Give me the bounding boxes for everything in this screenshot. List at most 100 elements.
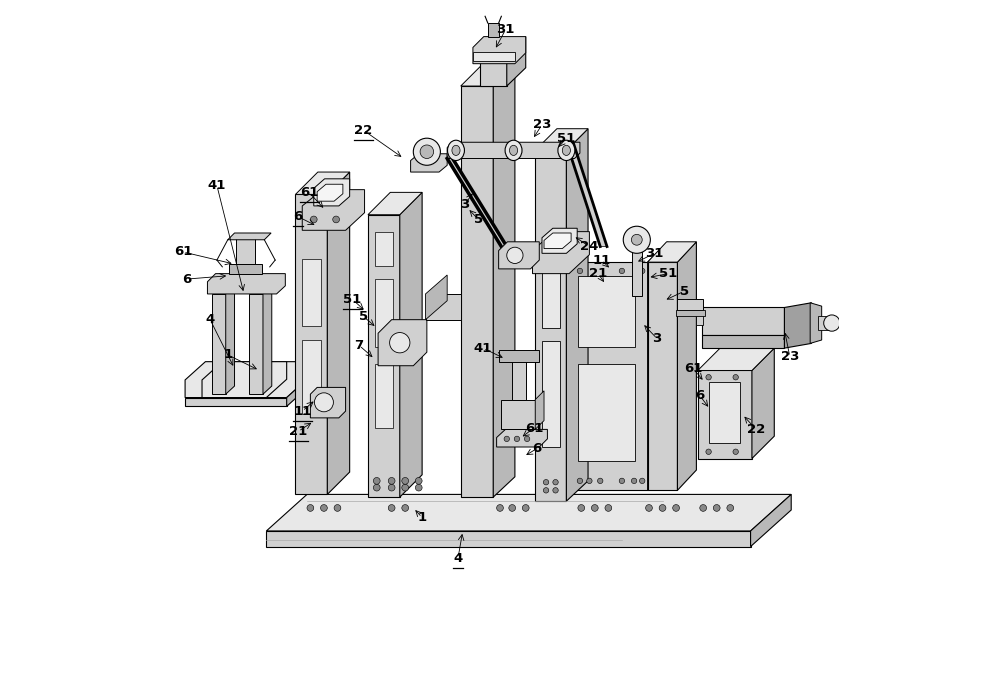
Polygon shape [512,359,526,400]
Ellipse shape [505,140,522,160]
Text: 23: 23 [533,118,551,131]
Circle shape [262,385,270,393]
Circle shape [640,268,645,273]
Polygon shape [702,307,784,335]
Polygon shape [426,275,447,320]
Polygon shape [542,257,560,328]
Ellipse shape [452,146,460,156]
Circle shape [373,484,380,491]
Text: 6: 6 [294,210,303,223]
Circle shape [522,505,529,511]
Text: 51: 51 [659,267,677,280]
Polygon shape [229,264,262,273]
Polygon shape [566,129,588,501]
Circle shape [587,478,592,483]
Polygon shape [236,239,255,264]
Text: 4: 4 [453,551,463,564]
Polygon shape [228,233,271,240]
Polygon shape [648,242,668,490]
Polygon shape [648,262,677,490]
Circle shape [388,477,395,484]
Ellipse shape [448,140,464,160]
Circle shape [605,505,612,511]
Circle shape [578,505,585,511]
Polygon shape [368,192,422,215]
Polygon shape [327,172,350,494]
Polygon shape [226,286,235,394]
Polygon shape [751,494,791,547]
Circle shape [413,138,440,165]
Circle shape [314,393,333,412]
Circle shape [713,505,720,511]
Circle shape [497,505,503,511]
Polygon shape [473,52,515,61]
Polygon shape [493,64,515,497]
Polygon shape [411,154,447,172]
Circle shape [727,505,734,511]
Polygon shape [566,262,648,490]
Circle shape [733,375,738,380]
Polygon shape [287,379,307,407]
Circle shape [623,226,650,254]
Text: 61: 61 [174,245,192,258]
Polygon shape [698,371,752,458]
Circle shape [420,145,434,158]
Circle shape [619,268,625,273]
Circle shape [706,449,711,454]
Text: 51: 51 [343,293,361,306]
Text: 6: 6 [695,389,704,402]
Polygon shape [375,364,393,428]
Polygon shape [676,309,705,316]
Circle shape [824,315,840,331]
Text: 61: 61 [684,362,702,375]
Polygon shape [677,299,703,309]
Polygon shape [818,316,832,330]
Circle shape [514,436,520,441]
Polygon shape [499,242,539,269]
Polygon shape [302,258,321,326]
Polygon shape [202,362,287,398]
Circle shape [706,375,711,380]
Polygon shape [461,86,493,497]
Circle shape [553,488,558,493]
Circle shape [373,477,380,484]
Circle shape [321,505,327,511]
Circle shape [415,477,422,484]
Text: 31: 31 [645,247,664,260]
Text: 5: 5 [474,213,483,226]
Polygon shape [207,273,285,294]
Circle shape [543,479,549,485]
Polygon shape [368,215,400,497]
Polygon shape [375,232,393,265]
Circle shape [388,484,395,491]
Circle shape [524,436,530,441]
Polygon shape [578,364,635,460]
Text: 3: 3 [460,198,469,211]
Circle shape [333,216,339,223]
Polygon shape [314,179,350,206]
Polygon shape [266,531,751,547]
Text: 51: 51 [557,132,575,145]
Circle shape [631,478,637,483]
Text: 6: 6 [182,273,192,286]
Text: 3: 3 [652,332,662,345]
Circle shape [415,484,422,491]
Text: 1: 1 [223,348,232,361]
Polygon shape [497,429,547,447]
Polygon shape [810,303,822,343]
Text: 6: 6 [533,442,542,455]
Polygon shape [542,341,560,447]
Circle shape [673,505,679,511]
Text: 11: 11 [293,405,311,418]
Polygon shape [461,64,515,86]
Circle shape [509,505,516,511]
Circle shape [700,505,707,511]
Polygon shape [317,184,343,201]
Circle shape [402,477,409,484]
Polygon shape [677,242,696,490]
Text: 21: 21 [289,425,307,438]
Polygon shape [648,242,696,262]
Polygon shape [400,192,422,497]
Polygon shape [295,172,350,194]
Polygon shape [698,348,774,371]
